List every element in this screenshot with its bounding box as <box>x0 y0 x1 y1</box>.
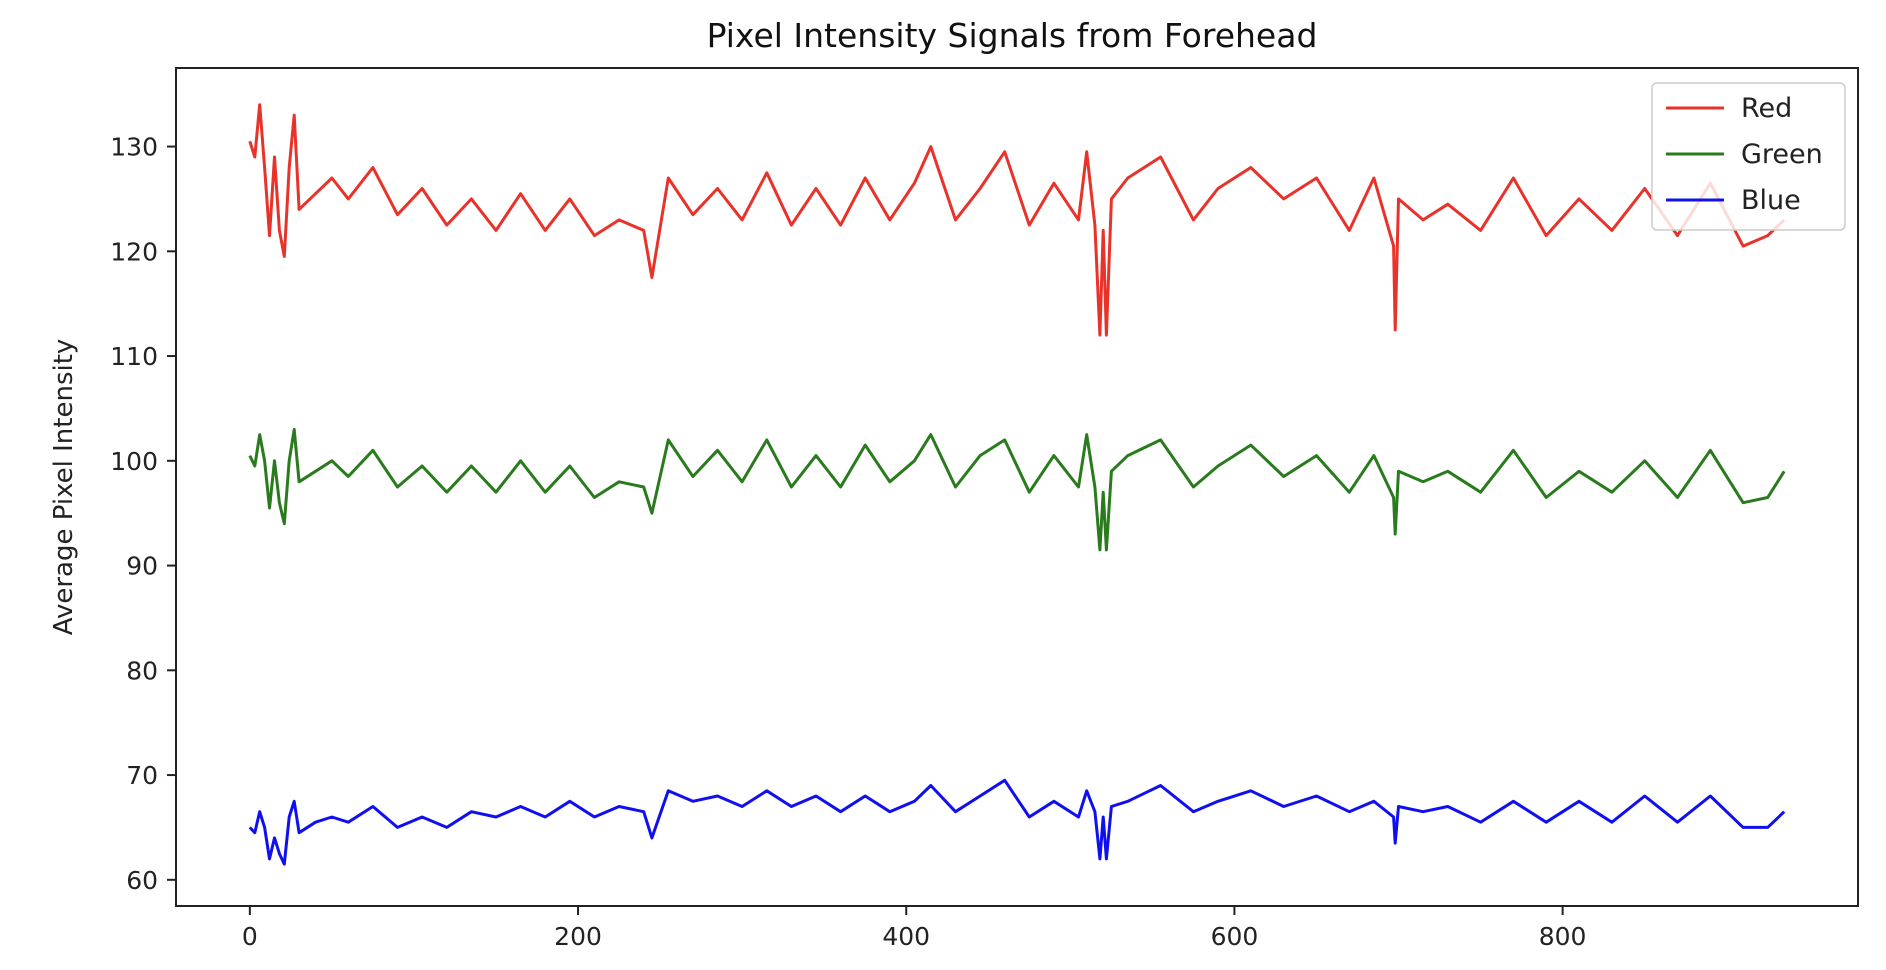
series-line-red <box>248 103 1786 337</box>
y-tick-label: 110 <box>110 342 158 371</box>
x-tick-label: 200 <box>554 922 602 951</box>
y-tick-label: 120 <box>110 237 158 266</box>
legend-label-blue: Blue <box>1741 185 1801 216</box>
plot-area <box>175 67 1859 907</box>
x-axis: 0 200 400 600 800 <box>242 906 1587 951</box>
y-tick-label: 100 <box>110 447 158 476</box>
x-tick-label: 800 <box>1539 922 1587 951</box>
legend: Red Green Blue <box>1651 82 1846 231</box>
y-axis-title: Average Pixel Intensity <box>49 339 79 636</box>
legend-label-red: Red <box>1741 93 1792 124</box>
legend-box <box>1651 82 1846 231</box>
y-axis: 60 70 80 90 100 110 120 130 <box>110 133 176 895</box>
series-layer <box>248 103 1786 866</box>
series-line-green <box>248 427 1786 552</box>
y-tick-label: 90 <box>126 552 158 581</box>
x-tick-label: 400 <box>882 922 930 951</box>
series-line-blue <box>248 778 1786 866</box>
y-tick-label: 130 <box>110 133 158 162</box>
x-tick-label: 600 <box>1211 922 1259 951</box>
chart-title: Pixel Intensity Signals from Forehead <box>707 16 1318 55</box>
y-tick-label: 80 <box>126 656 158 685</box>
x-tick-label: 0 <box>242 922 258 951</box>
legend-label-green: Green <box>1741 139 1823 170</box>
y-tick-label: 60 <box>126 866 158 895</box>
y-tick-label: 70 <box>126 761 158 790</box>
